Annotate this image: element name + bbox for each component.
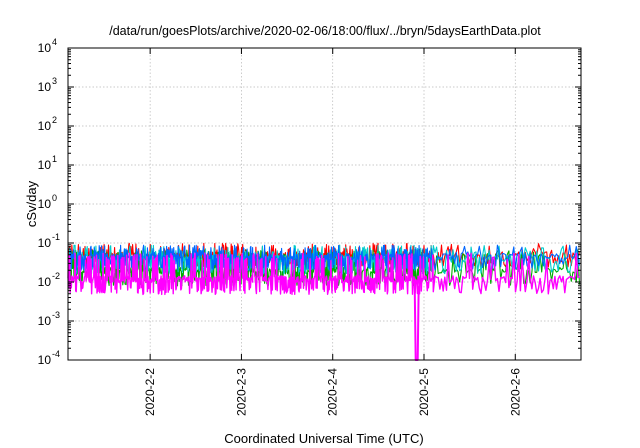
y-tick-label: 10 bbox=[38, 197, 52, 211]
y-tick-label: 10 bbox=[38, 353, 52, 367]
y-tick-exponent: -4 bbox=[52, 349, 60, 359]
y-tick-label: 10 bbox=[38, 158, 52, 172]
x-tick-label: 2020-2-3 bbox=[234, 368, 248, 416]
y-tick-label: 10 bbox=[38, 41, 52, 55]
grid bbox=[68, 48, 581, 360]
y-tick-label: 10 bbox=[38, 119, 52, 133]
y-tick-exponent: 0 bbox=[52, 193, 57, 203]
x-axis: 2020-2-2 2020-2-3 2020-2-4 2020-2-5 2020-2-6 bbox=[143, 48, 522, 416]
x-tick-label: 2020-2-4 bbox=[326, 368, 340, 416]
y-tick-exponent: -3 bbox=[52, 310, 60, 320]
y-tick-label: 10 bbox=[38, 275, 52, 289]
y-tick-exponent: 3 bbox=[52, 76, 57, 86]
y-tick-label: 10 bbox=[38, 314, 52, 328]
y-tick-label: 10 bbox=[38, 236, 52, 250]
chart-title: /data/run/goesPlots/archive/2020-02-06/1… bbox=[109, 24, 541, 38]
series-dropout bbox=[413, 285, 420, 361]
y-tick-exponent: 4 bbox=[52, 37, 57, 47]
x-tick-label: 2020-2-5 bbox=[417, 368, 431, 416]
x-tick-label: 2020-2-2 bbox=[143, 368, 157, 416]
y-tick-exponent: -1 bbox=[52, 232, 60, 242]
x-axis-label: Coordinated Universal Time (UTC) bbox=[224, 431, 423, 446]
y-tick-exponent: 1 bbox=[52, 154, 57, 164]
y-tick-label: 10 bbox=[38, 80, 52, 94]
series-line bbox=[67, 252, 580, 296]
y-tick-exponent: 2 bbox=[52, 115, 57, 125]
y-axis-label: cSv/day bbox=[24, 180, 39, 227]
series-group bbox=[67, 242, 581, 361]
x-tick-label: 2020-2-6 bbox=[508, 368, 522, 416]
y-tick-exponent: -2 bbox=[52, 271, 60, 281]
